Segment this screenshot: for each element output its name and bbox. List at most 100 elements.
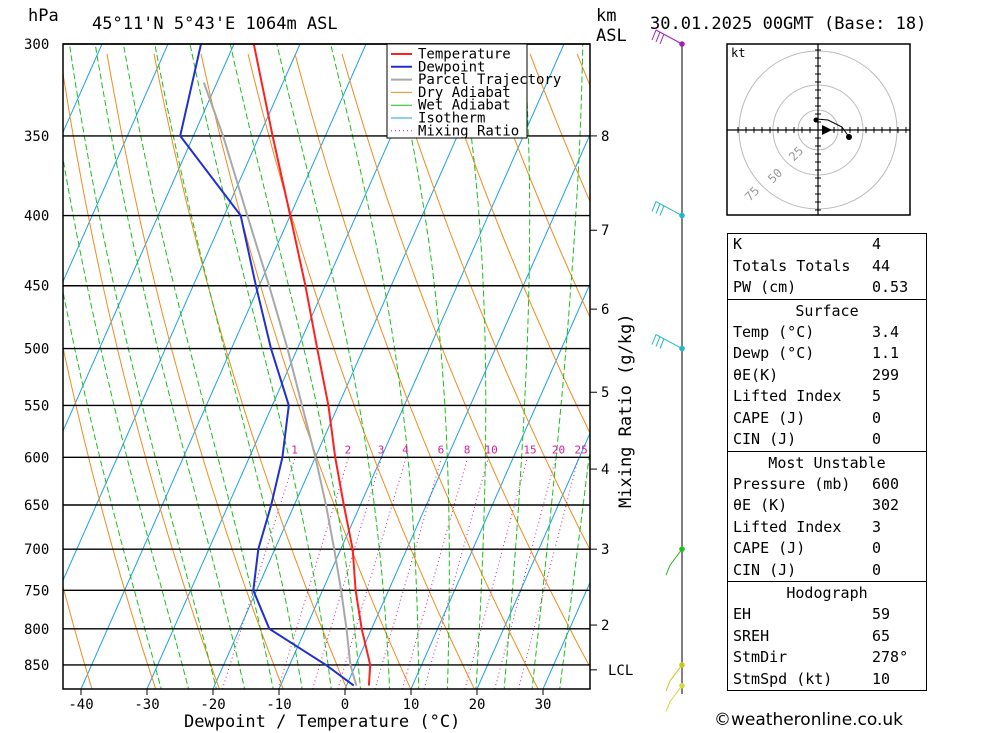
dry-adiabat-line <box>106 53 284 689</box>
row-value: 59 <box>872 605 891 623</box>
hodograph: kt 25 50 75 <box>726 43 911 216</box>
km-tick-label: 2 <box>601 618 609 634</box>
x-tick-label: -30 <box>134 697 159 713</box>
row-label: EH <box>733 605 752 623</box>
pressure-tick-label: 300 <box>24 37 49 53</box>
wet-adiabat-line <box>94 44 246 689</box>
row-label: CAPE (J) <box>733 408 806 427</box>
legend-entry: Mixing Ratio <box>418 123 519 139</box>
mixing-ratio-label: 8 <box>464 443 471 456</box>
wet-adiabat-line <box>531 44 584 689</box>
row-label: CIN (J) <box>733 430 797 448</box>
mixing-ratio-label: 25 <box>575 443 588 456</box>
table-row: θE(K) 299 <box>728 365 926 387</box>
row-value: 302 <box>872 496 900 514</box>
km-unit: km <box>596 6 616 26</box>
mixing-ratio-label: 10 <box>484 443 497 456</box>
section-title: Most Unstable <box>768 453 886 472</box>
km-tick-label: 4 <box>601 462 609 478</box>
pressure-tick-label: 650 <box>24 498 49 514</box>
row-label: StmDir <box>733 648 788 666</box>
dry-adiabat-line <box>435 53 590 435</box>
wind-barb-feather <box>651 201 657 212</box>
km-tick-label: 3 <box>601 542 609 558</box>
dewpoint-line <box>179 44 355 687</box>
isotherm-line <box>63 44 301 582</box>
x-tick-label: 0 <box>341 697 349 713</box>
row-label: SREH <box>733 626 770 645</box>
pressure-tick-label: 800 <box>24 622 49 638</box>
table-row: CIN (J) 0 <box>728 429 926 451</box>
row-value: 1.1 <box>872 344 900 362</box>
wind-barb-shaft <box>669 664 683 682</box>
mixing-ratio-label: 2 <box>345 443 352 456</box>
x-tick-label: 20 <box>469 697 486 713</box>
wind-barb-feather <box>655 31 661 43</box>
row-value: 600 <box>872 474 900 493</box>
table-row: θE (K) 302 <box>728 495 926 517</box>
wind-barb-feather <box>659 205 665 216</box>
table-row: Dewp (°C) 1.1 <box>728 343 926 365</box>
k-index-value: 4 <box>872 235 882 253</box>
row-value: 65 <box>872 626 891 645</box>
isotherm-line <box>63 44 235 433</box>
row-value: 3 <box>872 517 882 536</box>
dry-adiabat-line <box>294 53 539 689</box>
mixing-ratio-axis-label: Mixing Ratio (g/kg) <box>616 314 636 508</box>
isotherm-line <box>80 44 367 689</box>
table-row: CIN (J) 0 <box>728 560 926 582</box>
wind-barb-shaft <box>669 685 683 702</box>
wind-barb-shaft <box>669 548 683 566</box>
dry-adiabat-line <box>482 53 590 319</box>
row-label: Lifted Index <box>733 517 842 536</box>
wind-level-dot <box>679 345 685 352</box>
km-tick-label: 8 <box>601 129 609 145</box>
section-title: Hodograph <box>786 584 868 602</box>
wet-adiabat-line <box>68 44 217 689</box>
isotherm-line <box>63 44 169 283</box>
parcel-trajectory-line <box>202 82 358 686</box>
wind-barb-feather <box>665 680 671 692</box>
row-value: 0 <box>872 560 882 579</box>
wet-adiabat-line <box>154 44 303 689</box>
wind-barb-feather <box>655 336 661 347</box>
mixing-ratio-label: 6 <box>438 443 445 456</box>
wind-profile <box>651 29 685 712</box>
hodograph-point-top <box>813 117 819 123</box>
dry-adiabat-line <box>153 53 348 689</box>
mixing-ratio-line <box>401 457 469 689</box>
hodograph-unit: kt <box>731 46 745 60</box>
storm-motion-marker <box>822 125 832 135</box>
wet-adiabat-line <box>391 44 450 689</box>
k-index-label: K <box>733 235 743 253</box>
mixing-ratio-label: 20 <box>552 443 565 456</box>
isotherm-line <box>212 44 499 689</box>
mixing-ratio-line <box>277 457 350 689</box>
table-row: StmSpd (kt) 10 <box>728 669 926 691</box>
dry-adiabat-line <box>63 344 157 689</box>
km-sub: ASL <box>596 26 627 46</box>
isotherm-line <box>344 133 590 689</box>
isotherm-line <box>146 44 433 689</box>
dry-adiabat-line <box>953 54 1000 689</box>
row-label: Pressure (mb) <box>733 474 851 493</box>
pressure-tick-label: 550 <box>24 398 49 414</box>
pw-label: PW (cm) <box>733 278 797 296</box>
row-label: CIN (J) <box>733 560 797 579</box>
pressure-tick-label: 700 <box>24 542 49 558</box>
isotherm-line <box>476 432 590 689</box>
isotherm-line <box>278 44 565 689</box>
table-row: EH 59 <box>728 604 926 626</box>
row-value: 278° <box>872 648 909 666</box>
wet-adiabat-line <box>63 289 162 689</box>
row-value: 0 <box>872 408 882 427</box>
mixing-ratio-line <box>374 457 443 689</box>
pressure-tick-label: 750 <box>24 583 49 599</box>
plot-frame <box>62 43 591 690</box>
mixing-ratio-line <box>423 457 489 689</box>
copyright: ©weatheronline.co.uk <box>714 710 904 730</box>
mixing-ratio-label: 4 <box>402 443 409 456</box>
